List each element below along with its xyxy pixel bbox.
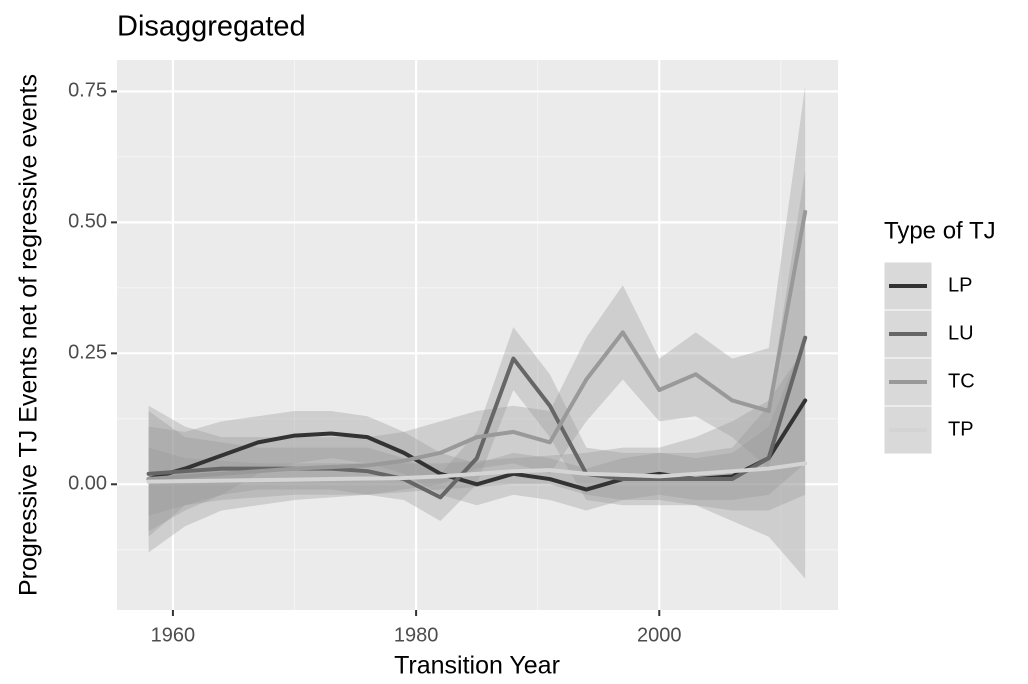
legend-title: Type of TJ bbox=[884, 217, 996, 244]
y-tick-label: 0.00 bbox=[68, 473, 107, 495]
plot-panel bbox=[117, 60, 838, 610]
series-line bbox=[146, 461, 808, 484]
confidence-band bbox=[148, 348, 806, 579]
x-tick-label: 2000 bbox=[637, 624, 682, 646]
series-line bbox=[146, 209, 808, 482]
chart-title: Disaggregated bbox=[117, 11, 306, 43]
y-tick-label: 0.25 bbox=[68, 342, 107, 364]
x-tick-label: 1960 bbox=[151, 624, 196, 646]
y-tick-label: 0.50 bbox=[68, 211, 107, 233]
legend-label: LU bbox=[948, 322, 974, 344]
x-axis-label: Transition Year bbox=[394, 652, 560, 680]
legend-label: TC bbox=[948, 370, 975, 392]
confidence-band bbox=[148, 170, 806, 537]
series-line bbox=[146, 335, 808, 500]
y-axis-label: Progressive TJ Events net of regressive … bbox=[15, 74, 43, 596]
x-tick-label: 1980 bbox=[394, 624, 439, 646]
legend-label: LP bbox=[948, 274, 972, 296]
legend-label: TP bbox=[948, 418, 974, 440]
y-tick-label: 0.75 bbox=[68, 80, 107, 102]
confidence-band bbox=[148, 337, 806, 532]
